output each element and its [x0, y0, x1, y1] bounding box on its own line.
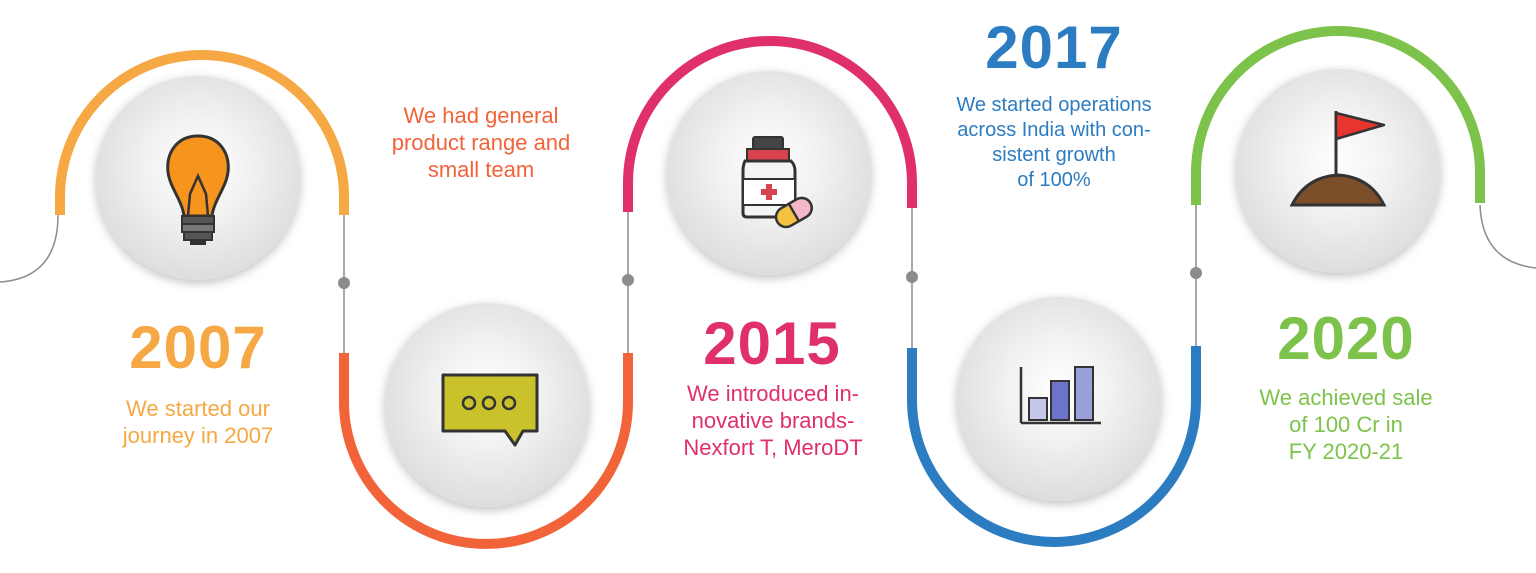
milestone-2020-year: 2020 — [1277, 305, 1415, 372]
connector-dot — [906, 271, 918, 283]
arc-2020 — [1191, 26, 1485, 205]
milestone-2017-year: 2017 — [985, 14, 1123, 81]
arc-2015 — [623, 36, 917, 212]
milestone-2017-circle — [957, 297, 1161, 501]
connector-dot — [1190, 267, 1202, 279]
milestone-2020-circle — [1236, 69, 1440, 273]
arc-2007 — [55, 50, 349, 215]
medicine-icon — [741, 136, 813, 229]
flag-icon — [1289, 111, 1387, 207]
arc-2017 — [907, 346, 1201, 547]
connector-dot — [622, 274, 634, 286]
milestone-2015-circle — [667, 71, 871, 275]
milestone-2007-circle — [96, 76, 300, 280]
right-edge-curve — [1479, 204, 1536, 269]
chat-bubble-icon — [441, 373, 539, 447]
connector-dot — [338, 277, 350, 289]
milestone-team-circle — [385, 303, 589, 507]
bar-chart-icon — [1019, 366, 1101, 425]
milestone-team-description: We had general product range and small t… — [391, 103, 571, 182]
milestone-2007-year: 2007 — [129, 314, 267, 381]
milestone-2020-description: We achieved sale of 100 Cr in FY 2020-21 — [1259, 385, 1433, 464]
milestone-2007-description: We started our journey in 2007 — [122, 396, 274, 448]
left-edge-curve — [0, 214, 59, 283]
milestone-2015-year: 2015 — [703, 310, 841, 377]
milestone-2017-description: We started operations across India with … — [956, 94, 1152, 191]
lightbulb-icon — [166, 134, 230, 245]
milestone-2015-description: We introduced in- novative brands- Nexfo… — [683, 381, 863, 460]
arc-team — [339, 353, 633, 549]
